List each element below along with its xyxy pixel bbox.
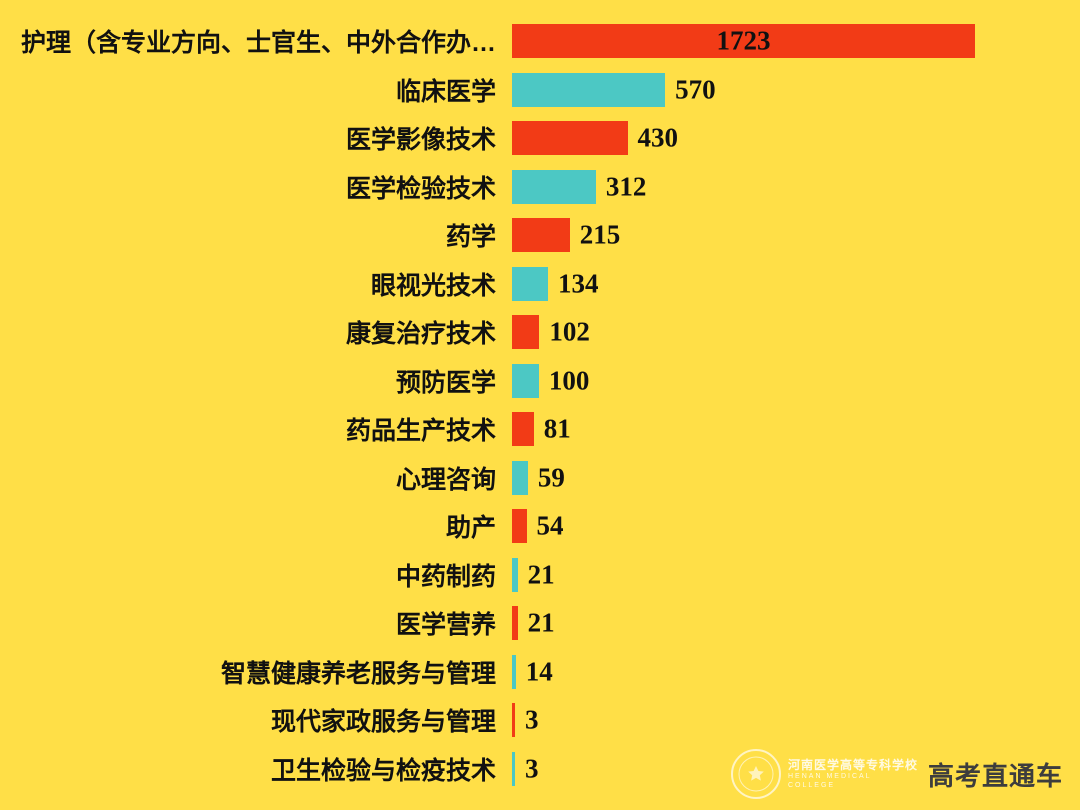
bar-track: 570: [512, 66, 1080, 115]
category-label: 康复治疗技术: [345, 320, 496, 349]
chart-row: 智慧健康养老服务与管理 14: [0, 648, 1080, 697]
category-label: 临床医学: [395, 77, 496, 106]
value-label: 3: [525, 753, 539, 784]
bar: [512, 751, 515, 786]
category-label: 药学: [445, 223, 496, 252]
bar-track: 54: [512, 502, 1080, 551]
value-label: 134: [558, 268, 599, 299]
value-label: 21: [527, 607, 555, 638]
bar: [512, 121, 628, 156]
college-name: 河南医学高等专科学校 HENAN MEDICAL COLLEGE: [788, 758, 918, 791]
bar: [512, 703, 515, 738]
bar-track: 134: [512, 260, 1080, 309]
bar: [512, 509, 527, 544]
value-label: 3: [525, 704, 539, 735]
bar-track: 215: [512, 211, 1080, 260]
bar-track: 14: [512, 648, 1080, 697]
category-label: 药品生产技术: [345, 417, 496, 446]
chart-row: 临床医学 570: [0, 66, 1080, 115]
college-name-en: HENAN MEDICAL COLLEGE: [788, 772, 872, 789]
category-label: 现代家政服务与管理: [270, 708, 496, 737]
bar-chart: 护理（含专业方向、士官生、中外合作办… 1723 临床医学 570 医学影像技术 430 医…: [0, 17, 1080, 794]
bar: [512, 72, 666, 107]
bar: [512, 557, 518, 592]
brand-text: 高考直通车: [928, 760, 1064, 791]
chart-row: 康复治疗技术 102: [0, 308, 1080, 357]
category-label: 医学影像技术: [345, 126, 496, 155]
bar: [512, 606, 518, 641]
bar-track: 102: [512, 308, 1080, 357]
value-label: 312: [605, 171, 647, 202]
category-label: 医学检验技术: [345, 174, 496, 203]
bar: [512, 412, 534, 447]
bar: [512, 24, 975, 59]
value-label: 1723: [716, 25, 771, 56]
chart-row: 药品生产技术 81: [0, 405, 1080, 454]
bar-track: 81: [512, 405, 1080, 454]
value-label: 102: [549, 316, 590, 347]
bar: [512, 218, 570, 253]
chart-row: 现代家政服务与管理 3: [0, 696, 1080, 745]
bar-track: 3: [512, 745, 1080, 794]
bar: [512, 315, 540, 350]
bar-track: 59: [512, 454, 1080, 503]
category-label: 医学营养: [395, 611, 496, 640]
category-label: 助产: [445, 514, 496, 543]
bar-track: 1723: [512, 17, 1080, 66]
chart-row: 医学影像技术 430: [0, 114, 1080, 163]
chart-row: 医学营养 21: [0, 599, 1080, 648]
bar: [512, 169, 596, 204]
chart-row: 卫生检验与检疫技术 3: [0, 745, 1080, 794]
category-label: 心理咨询: [395, 465, 496, 494]
bar: [512, 460, 528, 495]
bar-track: 100: [512, 357, 1080, 406]
value-label: 430: [637, 122, 679, 153]
value-label: 59: [537, 462, 565, 493]
bar-track: 430: [512, 114, 1080, 163]
category-label: 护理（含专业方向、士官生、中外合作办…: [20, 29, 496, 58]
category-label: 中药制药: [395, 562, 496, 591]
bar-track: 21: [512, 599, 1080, 648]
value-label: 14: [525, 656, 553, 687]
chart-row: 预防医学 100: [0, 357, 1080, 406]
value-label: 215: [579, 219, 621, 250]
bar-track: 312: [512, 163, 1080, 212]
watermark: 河南医学高等专科学校 HENAN MEDICAL COLLEGE 高考直通车: [730, 748, 1070, 800]
chart-row: 护理（含专业方向、士官生、中外合作办… 1723: [0, 17, 1080, 66]
bar: [512, 266, 548, 301]
category-label: 智慧健康养老服务与管理: [220, 659, 496, 688]
value-label: 54: [536, 510, 564, 541]
bar-track: 3: [512, 696, 1080, 745]
chart-row: 医学检验技术 312: [0, 163, 1080, 212]
chart-row: 心理咨询 59: [0, 454, 1080, 503]
bar: [512, 363, 539, 398]
college-name-zh: 河南医学高等专科学校: [788, 757, 919, 772]
category-label: 卫生检验与检疫技术: [270, 756, 496, 785]
value-label: 570: [675, 74, 716, 105]
chart-row: 中药制药 21: [0, 551, 1080, 600]
chart-row: 助产 54: [0, 502, 1080, 551]
value-label: 100: [548, 365, 590, 396]
bar: [512, 654, 516, 689]
college-seal-icon: [731, 749, 781, 799]
category-label: 预防医学: [395, 368, 496, 397]
chart-row: 眼视光技术 134: [0, 260, 1080, 309]
category-label: 眼视光技术: [370, 271, 496, 300]
value-label: 81: [543, 413, 571, 444]
value-label: 21: [527, 559, 555, 590]
bar-track: 21: [512, 551, 1080, 600]
chart-row: 药学 215: [0, 211, 1080, 260]
